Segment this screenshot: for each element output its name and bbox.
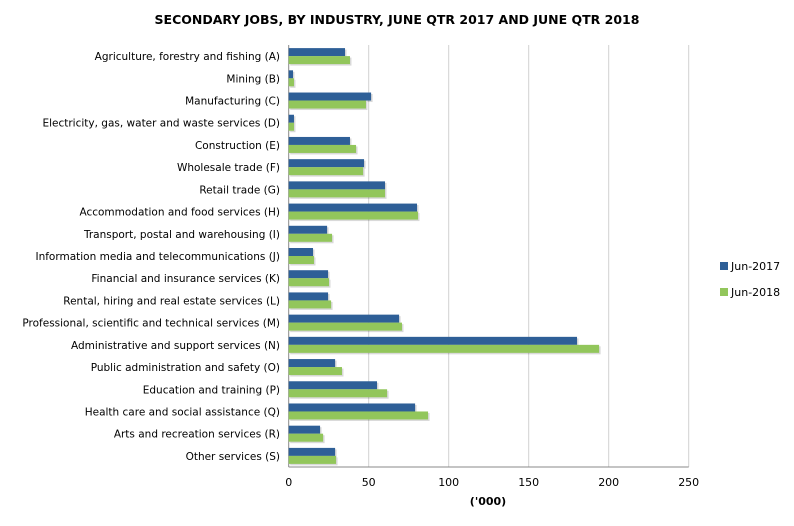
category-label: Professional, scientific and technical s…: [22, 318, 280, 330]
x-axis-label: ('000): [470, 495, 506, 508]
bar-Jun-2017: [288, 403, 416, 412]
chart-title: SECONDARY JOBS, BY INDUSTRY, JUNE QTR 20…: [155, 12, 640, 27]
legend-label: Jun-2017: [730, 260, 780, 273]
x-tick-label: 250: [678, 476, 699, 489]
bar-Jun-2018: [288, 256, 314, 264]
category-label: Financial and insurance services (K): [91, 273, 280, 285]
category-label: Transport, postal and warehousing (I): [83, 229, 280, 241]
bar-Jun-2018: [288, 78, 294, 87]
category-label: Electricity, gas, water and waste servic…: [42, 118, 280, 130]
category-label: Information media and telecommunications…: [35, 251, 280, 263]
x-tick-label: 150: [518, 476, 539, 489]
x-tick-label: 200: [598, 476, 619, 489]
bar-Jun-2017: [288, 92, 372, 101]
bar-Jun-2017: [288, 270, 329, 279]
bar-Jun-2018: [288, 344, 600, 353]
bar-Jun-2018: [288, 455, 337, 464]
bar-Jun-2018: [288, 367, 342, 376]
x-tick-label: 50: [362, 476, 376, 489]
bar-Jun-2017: [288, 48, 346, 57]
category-label: Arts and recreation services (R): [114, 429, 280, 441]
bar-Jun-2018: [288, 122, 294, 131]
bar-Jun-2017: [288, 159, 365, 168]
category-label: Administrative and support services (N): [71, 340, 280, 352]
bar-Jun-2018: [288, 144, 357, 153]
bar-Jun-2017: [288, 181, 386, 190]
bar-Jun-2017: [288, 447, 336, 456]
bar-Jun-2018: [288, 211, 418, 220]
category-label: Accommodation and food services (H): [79, 207, 280, 219]
category-label: Retail trade (G): [199, 184, 280, 196]
bar-Jun-2017: [288, 336, 578, 345]
bar-Jun-2018: [288, 233, 333, 242]
bar-Jun-2017: [288, 225, 328, 234]
category-label: Wholesale trade (F): [177, 162, 280, 174]
bar-Jun-2018: [288, 433, 324, 442]
category-label: Rental, hiring and real estate services …: [63, 295, 280, 307]
legend-swatch-Jun-2017: [720, 262, 728, 270]
category-label: Public administration and safety (O): [91, 362, 280, 374]
bar-Jun-2018: [288, 411, 429, 420]
bar-Jun-2017: [288, 381, 378, 390]
bar-Jun-2017: [288, 203, 418, 212]
bar-Jun-2018: [288, 56, 350, 65]
category-label: Health care and social assistance (Q): [85, 406, 280, 418]
bar-Jun-2017: [288, 292, 329, 301]
bar-Jun-2018: [288, 389, 388, 398]
category-label: Agriculture, forestry and fishing (A): [95, 51, 280, 63]
category-label: Other services (S): [186, 451, 280, 463]
bar-Jun-2017: [288, 248, 314, 256]
legend-swatch-Jun-2018: [720, 288, 728, 296]
bar-Jun-2017: [288, 136, 350, 145]
bar-Jun-2018: [288, 167, 364, 176]
category-label: Manufacturing (C): [185, 96, 280, 108]
x-tick-label: 0: [285, 476, 292, 489]
bar-Jun-2017: [288, 114, 294, 123]
bar-Jun-2017: [288, 70, 294, 79]
bar-Jun-2018: [288, 300, 332, 309]
bar-Jun-2018: [288, 100, 366, 109]
category-label: Education and training (P): [143, 384, 280, 396]
bar-Jun-2017: [288, 425, 321, 434]
x-tick-label: 100: [438, 476, 459, 489]
category-label: Construction (E): [195, 140, 280, 152]
bar-Jun-2018: [288, 322, 402, 331]
bar-Jun-2018: [288, 278, 330, 287]
category-label: Mining (B): [226, 73, 280, 85]
bar-Jun-2017: [288, 359, 336, 368]
bar-Jun-2017: [288, 314, 400, 323]
legend-label: Jun-2018: [730, 286, 780, 299]
bar-Jun-2018: [288, 189, 386, 198]
